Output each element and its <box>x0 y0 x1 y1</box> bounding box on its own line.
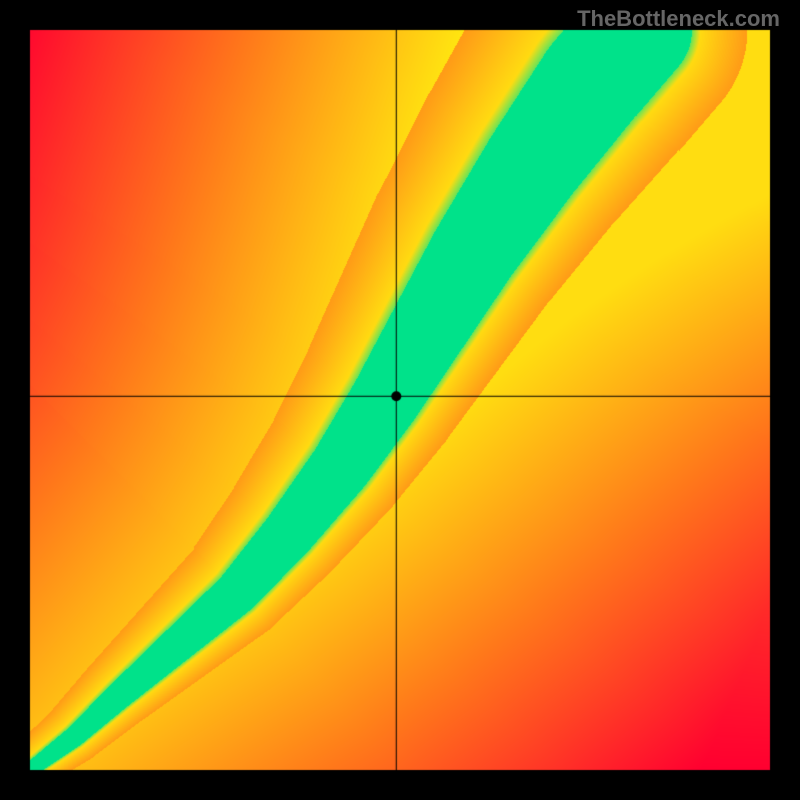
heatmap-canvas <box>0 0 800 800</box>
chart-container: TheBottleneck.com <box>0 0 800 800</box>
watermark-text: TheBottleneck.com <box>577 6 780 32</box>
